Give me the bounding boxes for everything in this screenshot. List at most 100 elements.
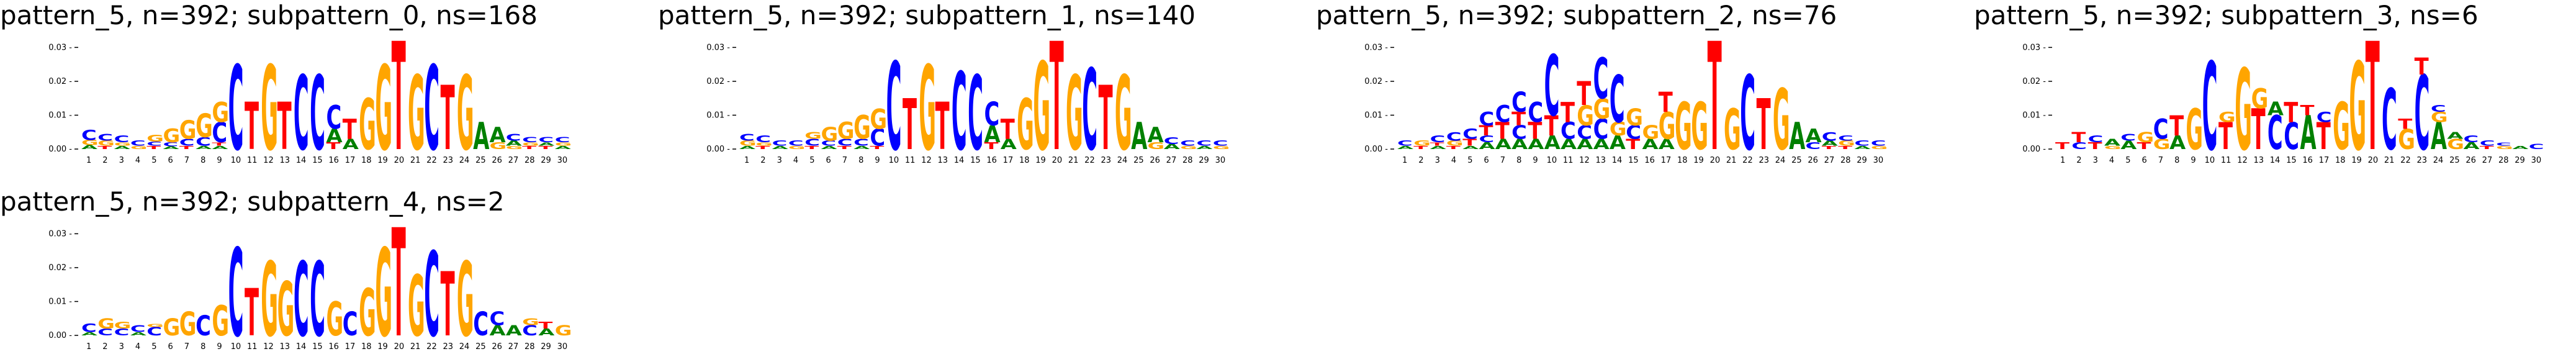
logo-letter-C: C: [952, 51, 967, 175]
logo-letter-G: G: [1675, 89, 1692, 165]
logo-letter-C: C: [146, 140, 162, 147]
x-tick-label: 25: [475, 342, 486, 352]
logo-letter-T: T: [837, 145, 852, 150]
x-tick-label: 13: [1595, 156, 1606, 165]
x-tick-label: 12: [1579, 156, 1590, 165]
x-tick-label: 26: [492, 156, 502, 165]
x-tick-label: 15: [312, 156, 323, 165]
logo-letter-C: C: [555, 136, 570, 144]
logo-letter-G: G: [196, 107, 213, 145]
logo-letter-C: C: [2284, 116, 2299, 158]
logo-letter-A: A: [2268, 98, 2284, 120]
chart-title: pattern_5, n=392; subpattern_1, ns=140: [658, 0, 1196, 30]
y-tick-label: 0.03 -: [48, 43, 72, 52]
logo-letter-T: T: [2088, 141, 2102, 152]
logo-letter-T: T: [441, 254, 455, 354]
logo-letter-T: T: [2300, 102, 2315, 119]
y-tick-label: 0.00 -: [48, 145, 72, 154]
logo-letter-C: C: [146, 325, 162, 338]
logo-letter-G: G: [146, 134, 164, 144]
logo-letter-T: T: [1511, 108, 1526, 130]
logo-letter-A: A: [1544, 132, 1560, 154]
logo-letter-T: T: [2218, 116, 2233, 158]
x-tick-label: 11: [247, 156, 258, 165]
logo-letter-C: C: [81, 127, 97, 143]
x-tick-label: 10: [889, 156, 899, 165]
logo-letter-G: G: [821, 123, 839, 145]
x-tick-label: 17: [345, 342, 356, 352]
logo-letter-T: T: [245, 89, 259, 165]
chart-title: pattern_5, n=392; subpattern_3, ns=6: [1974, 0, 2479, 30]
logo-letter-C: C: [1560, 118, 1576, 145]
x-tick-label: 21: [410, 342, 421, 352]
logo-letter-G: G: [2333, 89, 2350, 165]
logo-letter-G: G: [163, 314, 181, 341]
logo-letter-C: C: [1164, 136, 1179, 147]
x-tick-label: 13: [279, 342, 290, 352]
x-tick-label: 2: [1418, 156, 1423, 165]
logo-letter-G: G: [130, 145, 148, 150]
x-tick-label: 1: [86, 342, 91, 352]
logo-letter-G: G: [522, 317, 539, 327]
x-tick-label: 14: [296, 156, 307, 165]
y-tick-label: 0.00 -: [1364, 145, 1388, 154]
logo-letter-G: G: [837, 118, 855, 145]
logo-letter-C: C: [2202, 37, 2218, 178]
x-tick-label: 19: [2351, 156, 2362, 165]
x-tick-label: 20: [1710, 156, 1721, 165]
logo-letter-G: G: [739, 139, 757, 147]
logo-letter-G: G: [1446, 139, 1464, 147]
x-tick-label: 12: [921, 156, 932, 165]
y-tick-label: 0.01 -: [48, 297, 72, 306]
x-tick-label: 4: [135, 342, 140, 352]
logo-letter-G: G: [555, 322, 572, 339]
logo-letter-C: C: [1610, 63, 1625, 138]
logo-letter-G: G: [1659, 105, 1676, 148]
logo-letter-G: G: [1213, 145, 1230, 150]
logo-letter-G: G: [2153, 136, 2171, 153]
logo-letter-A: A: [2169, 132, 2186, 154]
logo-letter-T: T: [1462, 137, 1477, 148]
x-tick-label: 19: [377, 342, 388, 352]
x-tick-label: 7: [1500, 156, 1505, 165]
x-tick-label: 29: [541, 156, 551, 165]
x-tick-label: 26: [492, 342, 502, 352]
logo-letter-T: T: [179, 145, 194, 150]
x-tick-label: 19: [1035, 156, 1046, 165]
logo-letter-A: A: [1001, 136, 1017, 153]
x-tick-label: 16: [328, 342, 339, 352]
logo-letter-C: C: [2120, 132, 2136, 143]
logo-letter-C: C: [97, 132, 113, 143]
logo-letter-A: A: [114, 145, 130, 150]
logo-letter-T: T: [522, 145, 536, 150]
logo-letter-G: G: [2349, 37, 2366, 178]
x-tick-label: 24: [1117, 156, 1128, 165]
logo-letter-A: A: [1495, 136, 1512, 153]
x-tick-label: 24: [459, 156, 470, 165]
logo-letter-C: C: [81, 322, 97, 335]
logo-letter-C: C: [2464, 134, 2479, 145]
logo-letter-A: A: [506, 139, 523, 147]
logo-letter-G: G: [359, 276, 376, 351]
logo-letter-T: T: [277, 89, 292, 165]
logo-letter-G: G: [408, 55, 425, 173]
logo-letter-C: C: [1528, 97, 1543, 129]
x-tick-label: 21: [1726, 156, 1737, 165]
x-tick-label: 2: [102, 156, 107, 165]
x-tick-label: 7: [842, 156, 847, 165]
logo-letter-A: A: [1148, 123, 1164, 147]
y-tick-label: 0.00 -: [48, 331, 72, 340]
x-tick-label: 22: [2400, 156, 2411, 165]
logo-letter-T: T: [2251, 98, 2266, 163]
logo-letter-G: G: [261, 241, 278, 354]
x-tick-label: 29: [1857, 156, 1867, 165]
x-tick-label: 7: [184, 342, 189, 352]
logo-letter-C: C: [1462, 126, 1478, 143]
y-tick-label: 0.02 -: [1364, 77, 1388, 86]
x-tick-label: 17: [1003, 156, 1014, 165]
x-tick-label: 25: [1791, 156, 1802, 165]
x-tick-label: 15: [2286, 156, 2297, 165]
x-tick-label: 28: [1182, 156, 1193, 165]
logo-letter-G: G: [146, 322, 164, 328]
logo-letter-A: A: [2300, 106, 2317, 160]
